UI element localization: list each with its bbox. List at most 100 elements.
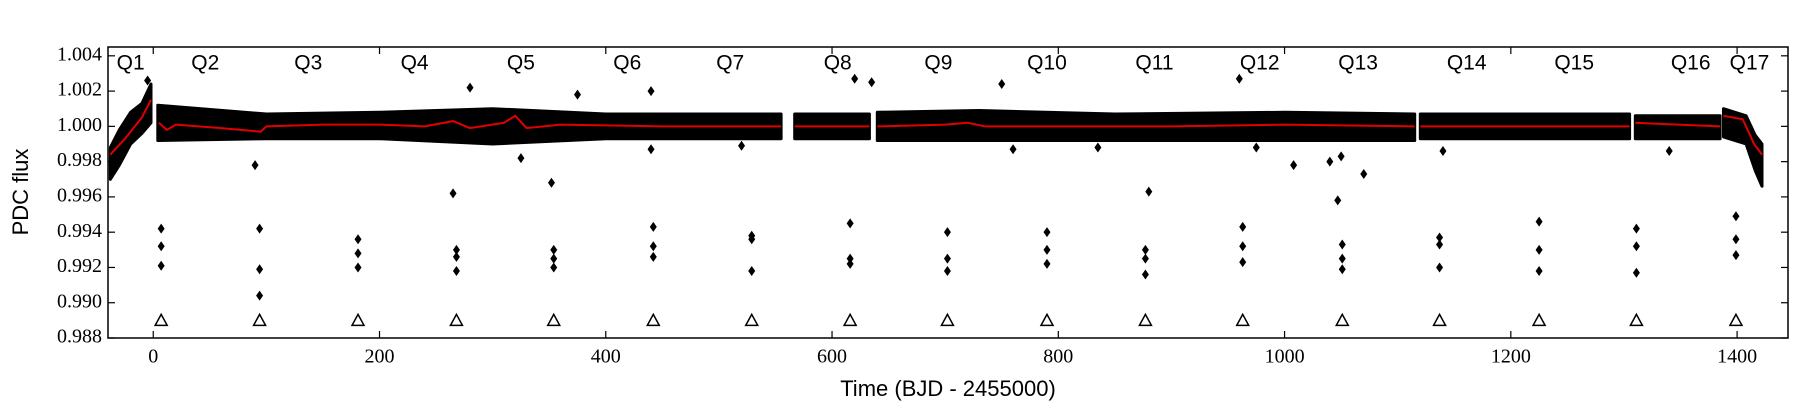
data-point bbox=[1436, 232, 1444, 243]
data-point bbox=[1338, 239, 1346, 250]
quarter-label: Q2 bbox=[191, 52, 219, 75]
quarter-label: Q3 bbox=[294, 52, 322, 75]
data-point bbox=[1360, 168, 1368, 179]
data-point bbox=[1145, 186, 1153, 197]
data-point bbox=[157, 241, 165, 252]
data-point bbox=[649, 241, 657, 252]
quarter-label: Q10 bbox=[1027, 52, 1067, 75]
data-point bbox=[452, 244, 460, 255]
y-tick-label: 0.990 bbox=[57, 290, 102, 312]
data-point bbox=[573, 89, 581, 100]
data-point bbox=[846, 218, 854, 229]
x-tick-label: 400 bbox=[591, 346, 621, 368]
transit-marker bbox=[646, 312, 661, 327]
data-point bbox=[517, 153, 525, 164]
data-point bbox=[1436, 262, 1444, 273]
transit-marker bbox=[1432, 312, 1447, 327]
quarter-label: Q4 bbox=[401, 52, 429, 75]
y-tick-label: 0.996 bbox=[57, 185, 102, 207]
quarter-label: Q16 bbox=[1671, 52, 1711, 75]
data-point bbox=[1043, 258, 1051, 269]
data-point bbox=[1535, 265, 1543, 276]
data-point bbox=[1141, 253, 1149, 264]
data-point bbox=[1436, 239, 1444, 250]
quarter-label: Q8 bbox=[824, 52, 852, 75]
transit-marker bbox=[546, 312, 562, 327]
data-point bbox=[550, 253, 558, 264]
data-point bbox=[649, 251, 657, 262]
data-point bbox=[943, 265, 951, 276]
y-tick-label: 1.000 bbox=[57, 114, 102, 136]
x-tick-label: 200 bbox=[365, 346, 395, 368]
plot-frame bbox=[107, 46, 1789, 339]
x-tick-label: 800 bbox=[1043, 346, 1073, 368]
x-tick-label: 0 bbox=[148, 346, 158, 368]
data-point bbox=[466, 82, 474, 93]
data-point bbox=[647, 144, 655, 155]
transit-marker bbox=[1334, 312, 1350, 327]
data-point bbox=[1732, 234, 1740, 245]
data-point bbox=[1338, 264, 1346, 275]
data-point bbox=[851, 73, 859, 84]
y-tick-label: 1.002 bbox=[57, 79, 102, 101]
data-point bbox=[1334, 195, 1342, 206]
data-point bbox=[647, 86, 655, 97]
transit-marker bbox=[449, 312, 464, 327]
data-point bbox=[1043, 244, 1051, 255]
quarter-label: Q11 bbox=[1135, 52, 1173, 75]
data-point bbox=[1337, 151, 1345, 162]
data-point bbox=[1326, 156, 1334, 167]
data-point bbox=[251, 160, 259, 171]
quarter-label: Q7 bbox=[716, 52, 744, 75]
transit-marker bbox=[842, 312, 858, 327]
data-point bbox=[1252, 142, 1260, 153]
quarter-label: Q1 bbox=[117, 52, 145, 75]
data-point bbox=[354, 234, 362, 245]
data-point bbox=[1338, 253, 1346, 264]
quarter-label: Q9 bbox=[924, 52, 952, 75]
y-axis-label: PDC flux bbox=[8, 149, 33, 236]
quarter-label: Q14 bbox=[1447, 52, 1487, 75]
x-tick-label: 1000 bbox=[1265, 346, 1305, 368]
data-point bbox=[550, 262, 558, 273]
data-point bbox=[1632, 223, 1640, 234]
x-tick-label: 600 bbox=[817, 346, 847, 368]
data-point bbox=[1043, 227, 1051, 238]
data-point bbox=[1141, 244, 1149, 255]
transit-marker bbox=[1235, 312, 1250, 327]
data-point bbox=[1009, 144, 1017, 155]
data-point bbox=[354, 248, 362, 259]
data-point bbox=[1239, 257, 1247, 268]
data-point bbox=[547, 177, 555, 188]
data-point bbox=[1439, 146, 1447, 157]
data-point bbox=[1239, 241, 1247, 252]
data-point bbox=[868, 77, 876, 88]
x-tick-label: 1400 bbox=[1717, 346, 1757, 368]
data-point bbox=[748, 234, 756, 245]
data-point bbox=[452, 265, 460, 276]
data-point bbox=[256, 290, 264, 301]
data-point bbox=[846, 258, 854, 269]
transit-marker bbox=[940, 312, 955, 327]
data-point bbox=[1632, 241, 1640, 252]
data-point bbox=[256, 264, 264, 275]
data-point bbox=[846, 253, 854, 264]
data-point bbox=[998, 79, 1006, 90]
transit-marker bbox=[1531, 312, 1547, 327]
data-point bbox=[943, 227, 951, 238]
data-point bbox=[1239, 221, 1247, 232]
data-point bbox=[1535, 244, 1543, 255]
quarter-label: Q13 bbox=[1338, 52, 1378, 75]
transit-marker bbox=[1138, 312, 1153, 327]
quarter-label: Q17 bbox=[1730, 52, 1770, 75]
data-point bbox=[1632, 267, 1640, 278]
data-point bbox=[1290, 160, 1298, 171]
data-point bbox=[1094, 142, 1102, 153]
data-point bbox=[1665, 146, 1673, 157]
data-point bbox=[738, 140, 746, 151]
quarter-label: Q5 bbox=[507, 52, 535, 75]
quarter-label: Q6 bbox=[613, 52, 641, 75]
x-tick-label: 1200 bbox=[1491, 346, 1531, 368]
y-tick-label: 0.994 bbox=[57, 220, 102, 242]
